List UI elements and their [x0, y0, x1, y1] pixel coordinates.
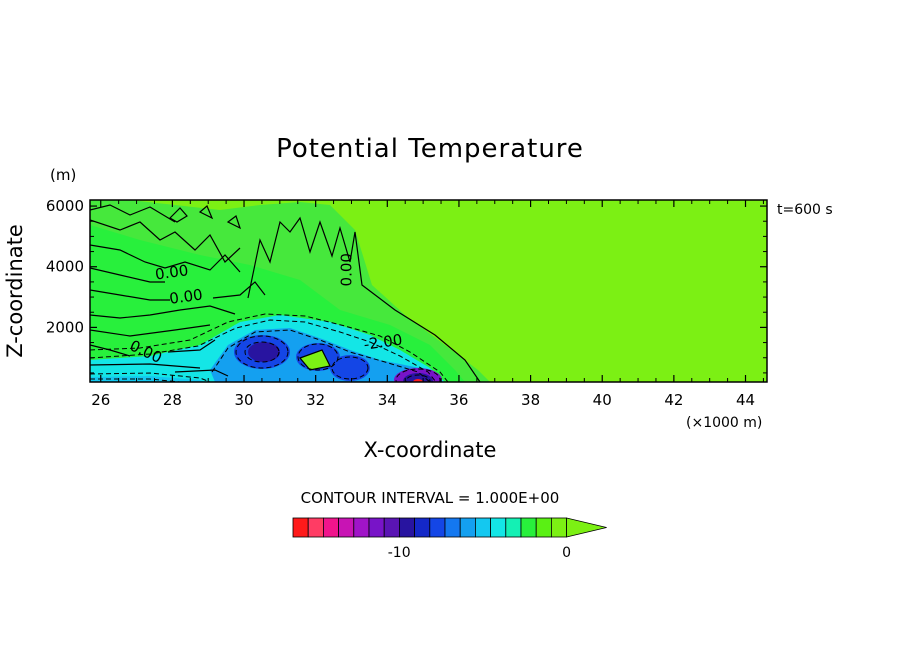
colorbar-tick-label: 0: [562, 545, 571, 561]
colorbar-swatch: [292, 517, 309, 538]
colorbar-swatch: [353, 517, 370, 538]
contour-line: [212, 281, 266, 299]
colorbar-swatch: [322, 517, 339, 538]
x-tick-label: 42: [664, 391, 683, 409]
blob-blue-3: [330, 355, 370, 381]
contour-line: [405, 374, 431, 382]
dashed-contours: [90, 313, 449, 382]
contour-label: -2.00: [363, 331, 404, 354]
colorbar-swatch: [535, 517, 552, 538]
y-unit-label: (m): [50, 166, 76, 184]
colorbar-swatch: [398, 517, 415, 538]
contour-line: [90, 313, 449, 382]
colorbar-swatch: [551, 517, 568, 538]
colorbar-swatch: [429, 517, 446, 538]
contour-label: 0.00: [337, 253, 355, 286]
contour-interval-label: CONTOUR INTERVAL = 1.000E+00: [301, 489, 560, 507]
y-axis: 2000 4000 6000: [46, 197, 767, 374]
contour-line: [90, 305, 236, 319]
colorbar: -10 0: [292, 517, 607, 561]
contour-line: [395, 368, 441, 382]
contour-label: 0.00: [154, 261, 190, 283]
contour-line: [90, 363, 201, 369]
contour-line: [90, 219, 241, 263]
colorbar-swatch: [505, 517, 522, 538]
potential-temperature-field: 0.000.000.000.00-2.00: [90, 200, 767, 382]
x-tick-label: 34: [378, 391, 397, 409]
x-tick-label: 30: [234, 391, 253, 409]
y-tick-label: 6000: [46, 197, 84, 215]
contour-line: [167, 339, 216, 353]
colorbar-extend-triangle: [566, 517, 607, 538]
colorbar-swatch: [338, 517, 355, 538]
blob-dark-blue-2: [403, 373, 433, 382]
contour-line: [169, 207, 188, 223]
contour-label: 0.00: [168, 285, 204, 307]
contour-line: [211, 329, 431, 382]
contour-line: [90, 289, 170, 301]
contour-line: [174, 369, 229, 377]
x-axis-title: X-coordinate: [364, 438, 497, 462]
x-axis: 26 28 30 32 34 36 38 40 42 44: [91, 200, 764, 409]
blob-dark-blue-1: [248, 342, 280, 362]
contour-line: [331, 356, 369, 380]
x-unit-label: (×1000 m): [686, 415, 762, 431]
contour-line: [90, 324, 211, 337]
x-tick-label: 28: [163, 391, 182, 409]
y-axis-title: Z-coordinate: [3, 224, 27, 358]
colorbar-swatch: [444, 517, 461, 538]
contour-line: [298, 349, 331, 371]
contour-line: [90, 319, 437, 382]
contour-line: [297, 343, 339, 371]
x-tick-label: 32: [306, 391, 325, 409]
colorbar-swatch: [474, 517, 491, 538]
colorbar-swatch: [459, 517, 476, 538]
contour-line: [226, 215, 242, 230]
time-label: t=600 s: [777, 202, 833, 218]
y-tick-label: 4000: [46, 258, 84, 276]
contour-line: [90, 244, 241, 273]
colorbar-swatch: [490, 517, 507, 538]
chart-title: Potential Temperature: [276, 134, 584, 164]
solid-contours: [90, 204, 481, 382]
contour-line: [90, 267, 165, 283]
contour-line: [90, 204, 176, 223]
contour-line: [90, 378, 181, 382]
colorbar-swatch: [307, 517, 324, 538]
x-tick-label: 38: [521, 391, 540, 409]
x-tick-label: 36: [449, 391, 468, 409]
contour-label-group: 0.000.000.000.00-2.00: [127, 253, 404, 367]
colorbar-tick-label: -10: [388, 545, 411, 561]
colorbar-swatch: [414, 517, 431, 538]
embedded-green-patch: [300, 350, 330, 370]
x-tick-label: 44: [736, 391, 755, 409]
contour-line: [90, 344, 131, 357]
colorbar-swatch: [368, 517, 385, 538]
x-tick-label: 26: [91, 391, 110, 409]
contour-line: [247, 216, 481, 382]
contour-line: [235, 335, 289, 369]
colorbar-swatch: [383, 517, 400, 538]
contour-line: [90, 372, 211, 382]
x-tick-label: 40: [593, 391, 612, 409]
contour-line: [244, 341, 280, 363]
plot-frame: [89, 199, 768, 383]
y-tick-label: 2000: [46, 318, 84, 336]
contour-line: [198, 205, 214, 220]
colorbar-swatch: [520, 517, 537, 538]
